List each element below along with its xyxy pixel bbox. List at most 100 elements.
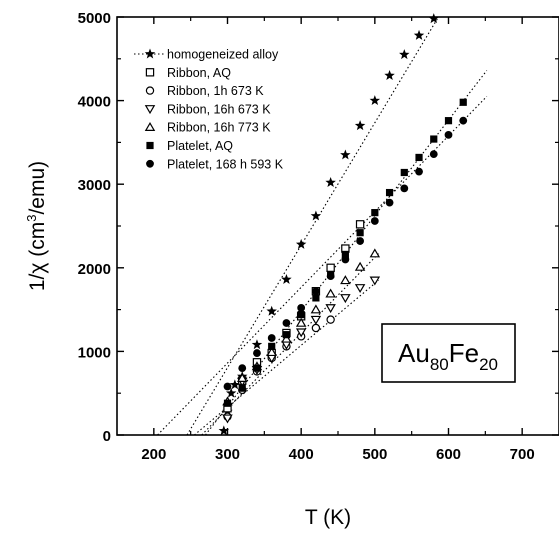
composition-label-box <box>381 323 516 383</box>
data-point <box>400 168 408 177</box>
data-point <box>354 284 366 294</box>
data-point <box>281 333 292 343</box>
data-point <box>341 255 350 264</box>
legend-marker <box>144 48 156 59</box>
data-point <box>356 237 364 245</box>
data-point <box>325 288 336 298</box>
legend-label: Ribbon, 16h 773 K <box>167 121 271 135</box>
data-point <box>295 238 307 249</box>
fit-line <box>186 18 438 436</box>
data-point <box>340 149 351 160</box>
series-open-triangle-down <box>222 276 381 424</box>
data-point <box>310 315 322 325</box>
data-point <box>384 70 395 80</box>
legend-label: Ribbon, AQ <box>167 66 231 80</box>
data-point <box>295 328 307 338</box>
legend-marker <box>144 105 156 115</box>
x-axis: 200 300 400 500 600 700 <box>141 17 535 463</box>
fit-line <box>157 96 488 436</box>
series-open-square <box>223 220 365 413</box>
data-point <box>340 275 351 285</box>
legend-label: Platelet, AQ <box>167 139 233 153</box>
legend-label: Platelet, 168 h 593 K <box>167 157 284 171</box>
data-point <box>267 334 276 342</box>
data-point <box>356 229 364 237</box>
y-tick-label: 1000 <box>78 344 111 361</box>
data-point <box>297 304 306 312</box>
data-point <box>253 364 261 372</box>
data-point <box>266 305 277 316</box>
legend-marker <box>145 68 155 77</box>
data-point <box>444 130 453 139</box>
x-tick-label: 700 <box>510 446 535 463</box>
data-point <box>444 117 453 125</box>
legend-marker <box>145 86 155 95</box>
data-point <box>429 150 438 159</box>
fit-line <box>204 70 488 436</box>
data-point <box>415 167 423 176</box>
data-point <box>295 317 307 327</box>
data-point <box>325 177 336 187</box>
data-point <box>253 349 261 357</box>
x-tick-label: 200 <box>141 446 166 463</box>
legend-label: Ribbon, 16h 673 K <box>167 102 271 116</box>
series-filled-square <box>223 98 467 407</box>
x-tick-label: 300 <box>215 446 240 463</box>
x-tick-label: 500 <box>362 446 387 463</box>
data-point <box>340 294 351 304</box>
x-tick-label: 600 <box>436 446 461 463</box>
data-point <box>229 379 241 390</box>
composition-label: Au80Fe20 <box>381 323 516 383</box>
fit-line <box>193 279 379 436</box>
data-point <box>385 188 394 197</box>
data-point <box>225 387 237 398</box>
data-point <box>341 250 349 259</box>
data-point <box>266 347 277 357</box>
data-point <box>430 135 438 143</box>
data-point <box>223 399 232 407</box>
y-tick-label: 3000 <box>78 177 111 194</box>
data-point <box>223 382 232 391</box>
data-markers <box>218 13 468 436</box>
data-point <box>385 198 394 207</box>
data-point <box>310 304 322 314</box>
y-axis-title: 1/χ (cm3/emu) <box>24 161 49 291</box>
data-point <box>370 217 379 225</box>
y-tick-label: 4000 <box>78 94 111 111</box>
x-axis-title: T (K) <box>305 506 351 529</box>
data-point <box>310 210 322 221</box>
data-point <box>325 304 336 314</box>
data-point <box>268 342 276 350</box>
data-point <box>354 120 366 131</box>
y-tick-label: 2000 <box>78 261 111 278</box>
data-point <box>369 276 381 286</box>
data-point <box>251 339 263 350</box>
y-axis: 0 1000 2000 3000 4000 5000 <box>78 10 559 445</box>
legend-label: homogeneized alloy <box>167 48 279 62</box>
y-tick-label: 5000 <box>78 10 111 27</box>
data-point <box>459 98 467 106</box>
data-point <box>399 49 410 60</box>
series-open-triangle-up <box>222 248 381 406</box>
data-point <box>400 184 409 193</box>
data-point <box>238 364 247 373</box>
series-filled-circle <box>223 116 468 391</box>
data-point <box>369 248 381 258</box>
x-tick-label: 400 <box>289 446 314 463</box>
data-point <box>369 95 381 106</box>
data-point <box>326 315 335 324</box>
data-point <box>312 287 320 296</box>
data-point <box>354 261 366 271</box>
data-point <box>326 272 335 281</box>
legend: homogeneized alloy Ribbon, AQ Ribbon, 1h 6… <box>134 48 284 171</box>
data-point <box>238 384 246 392</box>
data-point <box>236 372 248 382</box>
data-point <box>459 116 468 125</box>
data-point <box>371 209 379 217</box>
data-point <box>312 294 320 302</box>
data-point <box>415 153 423 162</box>
legend-marker <box>144 122 156 131</box>
data-point <box>222 414 233 424</box>
data-point <box>311 323 321 333</box>
data-point <box>282 331 291 339</box>
